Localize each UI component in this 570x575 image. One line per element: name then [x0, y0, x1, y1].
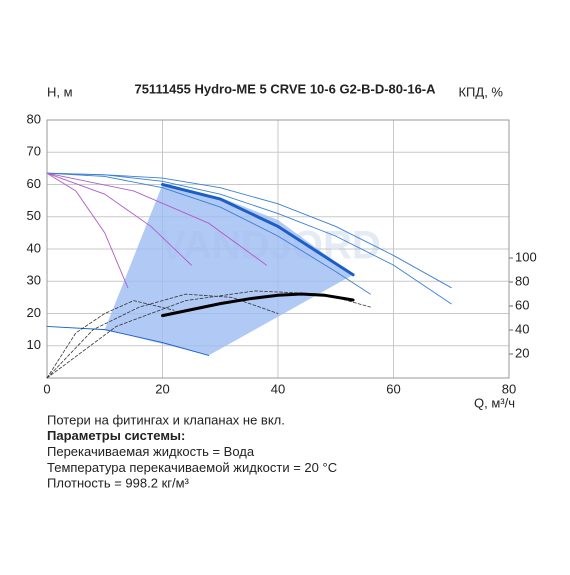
- y-tick-label: 50: [27, 208, 41, 223]
- y-tick-label: 30: [27, 273, 41, 288]
- chart-title: 75111455 Hydro-ME 5 CRVE 10-6 G2-B-D-80-…: [134, 81, 436, 96]
- y2-label: КПД, %: [458, 84, 503, 99]
- curve: [46, 172, 452, 305]
- x-tick-label: 0: [43, 381, 50, 396]
- y-tick-label: 40: [27, 240, 41, 255]
- x-tick-label: 40: [271, 381, 285, 396]
- curve: [161, 183, 355, 277]
- note: Перекачиваемая жидкость = Вода: [47, 444, 255, 459]
- curve: [46, 172, 267, 266]
- curve: [46, 172, 192, 266]
- curve: [46, 325, 210, 356]
- x-label: Q, м³/ч: [474, 395, 515, 410]
- y-tick-label: 20: [27, 305, 41, 320]
- y-tick-label: 60: [27, 176, 41, 191]
- curve: [161, 292, 355, 318]
- y2-tick-label: 100: [515, 249, 537, 264]
- y2-tick-label: 40: [515, 321, 529, 336]
- curve: [46, 300, 175, 379]
- x-tick-label: 60: [386, 381, 400, 396]
- note: Потери на фитингах и клапанах не вкл.: [47, 412, 285, 427]
- note: Параметры системы:: [47, 428, 185, 443]
- x-tick-label: 20: [155, 381, 169, 396]
- x-tick-label: 80: [502, 381, 516, 396]
- curve: [46, 172, 371, 295]
- operating-region: [104, 184, 354, 356]
- note: Температура перекачиваемой жидкости = 20…: [47, 460, 337, 475]
- y2-tick-label: 20: [515, 345, 529, 360]
- curve: [46, 172, 452, 289]
- y2-tick-label: 80: [515, 273, 529, 288]
- y-label: H, м: [47, 84, 73, 99]
- curve: [46, 172, 129, 289]
- y-tick-label: 80: [27, 111, 41, 126]
- y2-tick-label: 60: [515, 297, 529, 312]
- y-tick-label: 70: [27, 144, 41, 159]
- y-tick-label: 10: [27, 337, 41, 352]
- note: Плотность = 998.2 кг/м³: [47, 476, 190, 491]
- plot-frame: [46, 119, 510, 379]
